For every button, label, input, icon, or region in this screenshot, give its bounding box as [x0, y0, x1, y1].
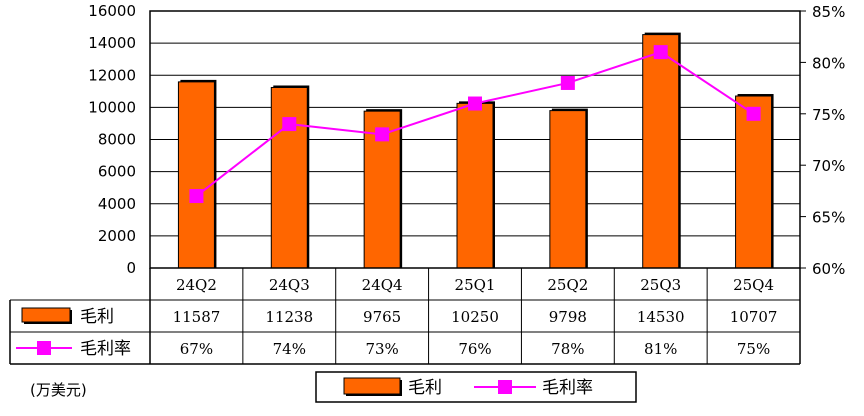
- line-series: [189, 45, 761, 204]
- bar: [735, 95, 773, 269]
- x-tick-label: 24Q4: [362, 276, 403, 294]
- legend: 毛利 毛利率: [315, 371, 637, 403]
- y-right-tick-label: 85%: [812, 3, 845, 21]
- line-marker: [282, 117, 297, 132]
- plot-frame: [149, 10, 801, 269]
- bar: [177, 81, 215, 269]
- x-tick-label: 25Q4: [733, 276, 774, 294]
- row-key-bar: [21, 307, 71, 323]
- table-value-margin: 81%: [644, 340, 677, 358]
- table-value-gross-profit: 11587: [173, 308, 221, 326]
- y-right-tick-label: 65%: [812, 209, 845, 227]
- legend-bar-swatch: [343, 377, 401, 395]
- y-left-tick-label: 4000: [98, 195, 136, 213]
- table-value-margin: 78%: [551, 340, 584, 358]
- axes: 0 2000 4000 6000 8000 10000 12000 14000 16000 60%…: [88, 2, 845, 278]
- x-tick-label: 25Q2: [547, 276, 588, 294]
- y-right-tick-label: 70%: [812, 157, 845, 175]
- legend-label-margin: 毛利率: [542, 378, 593, 398]
- y-right-tick-label: 60%: [812, 260, 845, 278]
- y-left-tick-label: 12000: [88, 66, 136, 84]
- y-left-tick-label: 0: [126, 259, 136, 277]
- table-value-gross-profit: 10707: [730, 308, 778, 326]
- y-left-tick-label: 2000: [98, 227, 136, 245]
- table-value-margin: 74%: [273, 340, 306, 358]
- table-value-margin: 67%: [180, 340, 213, 358]
- x-tick-label: 24Q2: [176, 276, 217, 294]
- table-value-margin: 73%: [365, 340, 398, 358]
- line-marker: [746, 106, 761, 121]
- y-right-tick-label: 80%: [812, 54, 845, 72]
- bar: [270, 86, 308, 269]
- x-tick-label: 25Q1: [455, 276, 496, 294]
- table-value-gross-profit: 14530: [637, 308, 685, 326]
- row-label-gross-profit: 毛利: [80, 307, 114, 327]
- table-value-gross-profit: 9765: [363, 308, 401, 326]
- table-value-gross-profit: 9798: [549, 308, 587, 326]
- line-marker: [189, 189, 204, 204]
- y-left-tick-label: 16000: [88, 2, 136, 20]
- legend-label-gross-profit: 毛利: [408, 378, 442, 398]
- y-left-tick-label: 14000: [88, 34, 136, 52]
- bar: [549, 110, 587, 269]
- x-tick-label: 24Q3: [269, 276, 310, 294]
- table-value-gross-profit: 11238: [265, 308, 313, 326]
- x-tick-label: 25Q3: [640, 276, 681, 294]
- data-table: 24Q2 11587 67% 24Q3 11238 74% 24Q4 9765 73% 25Q1 1…: [9, 268, 801, 365]
- legend-marker-swatch: [498, 380, 512, 394]
- y-left-tick-label: 6000: [98, 163, 136, 181]
- y-left-tick-label: 10000: [88, 98, 136, 116]
- y-right-tick-label: 75%: [812, 106, 845, 124]
- table-value-margin: 76%: [458, 340, 491, 358]
- line-marker: [560, 75, 575, 90]
- table-value-margin: 75%: [737, 340, 770, 358]
- bar: [642, 34, 680, 269]
- unit-note: (万美元): [30, 381, 87, 399]
- bar: [456, 102, 494, 269]
- y-left-tick-label: 8000: [98, 131, 136, 149]
- line-marker: [468, 96, 482, 111]
- line-marker: [653, 45, 668, 60]
- row-key-marker: [37, 341, 51, 355]
- line-marker: [375, 127, 390, 142]
- bar-series: [177, 32, 774, 269]
- row-label-margin: 毛利率: [80, 339, 131, 359]
- table-value-gross-profit: 10250: [451, 308, 499, 326]
